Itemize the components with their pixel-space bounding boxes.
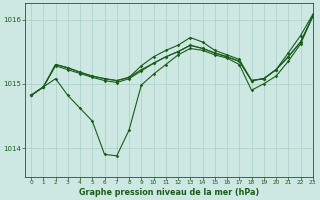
X-axis label: Graphe pression niveau de la mer (hPa): Graphe pression niveau de la mer (hPa): [79, 188, 259, 197]
